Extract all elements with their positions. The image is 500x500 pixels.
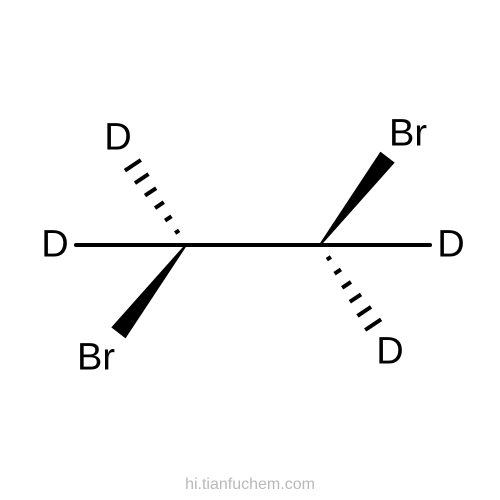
molecule-diagram: { "canvas": { "width": 500, "height": 50… — [0, 0, 500, 500]
molecule-svg — [0, 0, 500, 500]
atom-d-bottom-right: D — [376, 331, 403, 374]
atom-d-left: D — [41, 224, 68, 267]
atom-d-right: D — [437, 224, 464, 267]
watermark-text: hi.tianfuchem.com — [185, 476, 315, 494]
atom-br-bottom-left: Br — [77, 337, 115, 380]
atom-br-top-right: Br — [389, 113, 427, 156]
atom-d-top-left: D — [104, 117, 131, 160]
